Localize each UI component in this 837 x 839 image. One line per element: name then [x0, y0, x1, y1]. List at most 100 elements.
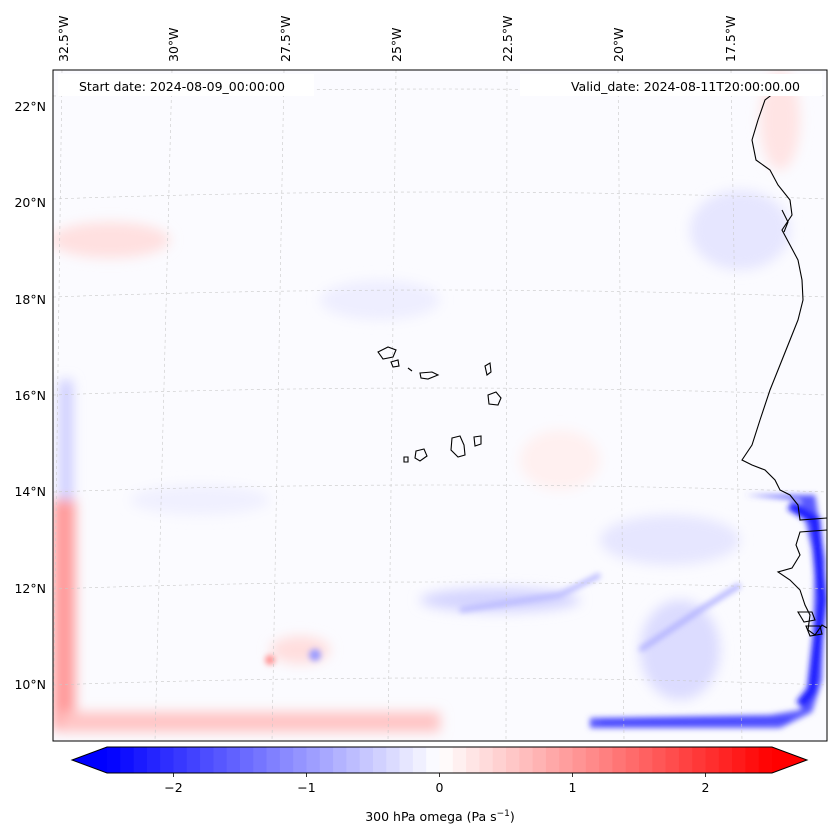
valid-date-label: Valid_date: 2024-08-11T20:00:00.00: [571, 79, 800, 94]
island-sal: [484, 362, 492, 376]
colorbar-swatch: [732, 747, 746, 773]
west-africa-coastline: [741, 89, 827, 521]
negative-omega-streak: [638, 582, 742, 653]
anomaly: [420, 588, 580, 612]
colorbar-swatch: [160, 747, 175, 773]
colorbar-swatch: [692, 747, 707, 773]
colorbar-swatch: [266, 747, 281, 773]
island-fogo: [414, 448, 428, 462]
colorbar-extend-low: [72, 747, 107, 773]
start-date-box: [58, 74, 314, 96]
coastlines: [741, 89, 827, 637]
anomaly: [520, 430, 600, 490]
lat-label: 20°N: [14, 195, 46, 210]
colorbar-label: 300 hPa omega (Pa s−1): [365, 809, 515, 824]
colorbar-label-end: ): [510, 809, 515, 824]
parallel-14n: [53, 484, 827, 493]
colorbar-swatch: [506, 747, 520, 773]
colorbar-swatch: [532, 747, 547, 773]
colorbar-tick-label: 0: [436, 780, 444, 795]
map-frame: [52, 69, 828, 742]
anomaly: [640, 600, 720, 700]
colorbar-swatch: [559, 747, 574, 773]
lon-label: 27.5°W: [278, 16, 293, 62]
meridian-30w: [154, 70, 173, 741]
colorbar-swatch: [745, 747, 760, 773]
lat-label: 10°N: [14, 677, 46, 692]
negative-omega-band-west: [60, 380, 72, 500]
island-maio: [473, 435, 482, 447]
lon-label: 32.5°W: [56, 16, 71, 62]
colorbar-swatch: [346, 747, 361, 773]
colorbar: −2 −1 0 1 2 300 hPa omega (Pa s−1): [70, 746, 809, 824]
colorbar-ticks: [173, 773, 706, 777]
parallel-10n: [53, 677, 827, 686]
colorbar-swatch: [373, 747, 387, 773]
meridian-20w: [617, 70, 625, 741]
lon-label: 25°W: [389, 27, 404, 62]
meridian-25w: [387, 70, 397, 741]
island-brava: [403, 456, 409, 463]
lon-label: 20°W: [611, 27, 626, 62]
colorbar-tick-label: 1: [569, 780, 577, 795]
anomaly: [130, 485, 270, 515]
negative-omega-spot: [309, 649, 321, 661]
colorbar-swatch: [306, 747, 321, 773]
negative-omega-core: [787, 500, 827, 709]
colorbar-swatch: [226, 747, 241, 773]
colorbar-swatch: [639, 747, 653, 773]
bijagos-islands: [797, 611, 816, 623]
colorbar-swatch: [333, 747, 347, 773]
anomaly: [53, 222, 170, 258]
colorbar-swatch: [173, 747, 188, 773]
colorbar-swatches: [72, 747, 807, 773]
meridian-27-5w: [271, 70, 285, 741]
parallel-16n: [53, 387, 827, 396]
anomaly: [320, 280, 440, 320]
negative-omega-core-south: [599, 717, 791, 725]
meridian-17-5w: [730, 70, 743, 741]
cape-verde-islands: [377, 346, 502, 463]
colorbar-swatch: [293, 747, 308, 773]
lat-label: 22°N: [14, 99, 46, 114]
parallel-18n: [53, 289, 827, 298]
colorbar-swatch: [146, 747, 161, 773]
colorbar-swatch: [665, 747, 680, 773]
colorbar-swatch: [452, 747, 467, 773]
start-date-label: Start date: 2024-08-09_00:00:00: [79, 79, 285, 94]
colorbar-swatch: [359, 747, 374, 773]
island-boa-vista: [487, 391, 502, 406]
colorbar-swatch: [213, 747, 228, 773]
colorbar-swatch: [758, 747, 773, 773]
island-santiago: [450, 435, 466, 458]
bijagos-islands: [805, 625, 823, 637]
parallel-12n: [53, 581, 827, 590]
anomaly: [690, 190, 790, 270]
positive-omega-band-south: [60, 712, 440, 732]
valid-date-box: [520, 74, 822, 96]
colorbar-swatch: [200, 747, 214, 773]
colorbar-swatch: [678, 747, 693, 773]
meridian-22-5w: [505, 70, 508, 741]
colorbar-swatch: [572, 747, 587, 773]
colorbar-swatch: [492, 747, 507, 773]
colorbar-swatch: [186, 747, 201, 773]
lat-label: 14°N: [14, 484, 46, 499]
colorbar-swatch: [718, 747, 733, 773]
colorbar-swatch: [625, 747, 640, 773]
colorbar-swatch: [426, 747, 441, 773]
lat-label: 18°N: [14, 292, 46, 307]
colorbar-swatch: [652, 747, 667, 773]
omega-field: [53, 70, 827, 732]
latitude-labels: 22°N 20°N 18°N 16°N 14°N 12°N 10°N: [14, 99, 46, 692]
colorbar-swatch: [133, 747, 148, 773]
colorbar-extend-high: [772, 747, 807, 773]
colorbar-swatch: [612, 747, 627, 773]
island-sao-vicente: [390, 359, 400, 368]
colorbar-swatch: [545, 747, 560, 773]
colorbar-swatch: [585, 747, 600, 773]
meridian-32-5w: [53, 70, 63, 741]
colorbar-swatch: [412, 747, 427, 773]
lat-label: 16°N: [14, 388, 46, 403]
